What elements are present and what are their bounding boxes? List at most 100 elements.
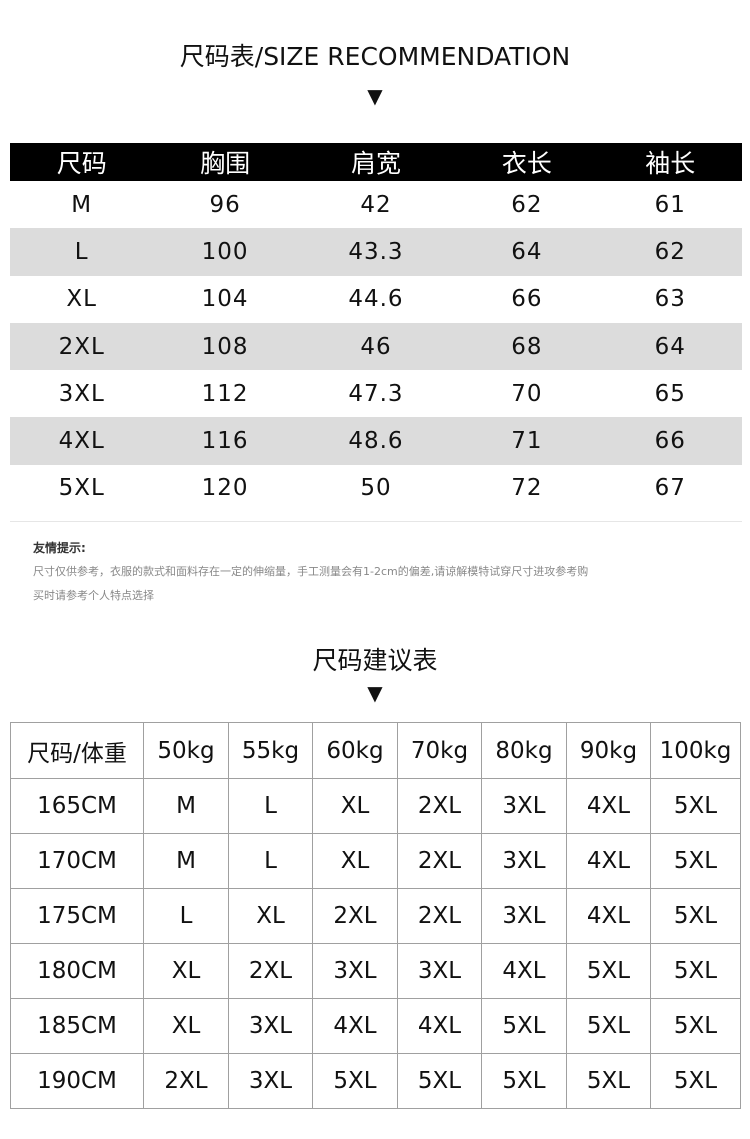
column-header: 60kg [312,722,398,779]
table-cell: XL [228,888,313,944]
table-row: 3XL 112 47.3 70 65 [10,370,742,417]
size-chart-title: 尺码表/SIZE RECOMMENDATION [179,42,571,71]
table-cell: L [143,888,229,944]
table-row: M 96 42 62 61 [10,181,742,228]
table-row: 180CM XL 2XL 3XL 3XL 4XL 5XL 5XL [10,943,741,999]
table-row: 175CM L XL 2XL 2XL 3XL 4XL 5XL [10,888,741,944]
table-row: 2XL 108 46 68 64 [10,322,742,371]
table-cell: XL [312,833,398,889]
table-cell: 3XL [312,943,398,999]
table-cell: 5XL [397,1053,482,1109]
column-header: 尺码/体重 [10,722,144,779]
table-cell: 116 [153,417,297,465]
table-cell: 190CM [10,1053,144,1109]
down-arrow-icon: ▼ [367,681,383,705]
table-cell: 5XL [650,943,741,999]
table-cell: 4XL [566,778,651,834]
column-header: 90kg [566,722,651,779]
table-cell: 108 [153,322,297,371]
table-cell: 120 [201,475,249,502]
table-cell: 3XL [481,888,567,944]
table-cell: 42 [360,191,392,218]
table-cell: 62 [511,191,543,218]
recommendation-title: 尺码建议表 [312,646,438,675]
table-cell: 3XL [481,833,567,889]
table-cell: 70 [511,380,543,407]
table-cell: 175CM [10,888,144,944]
table-cell: 44.6 [348,286,404,313]
notice-heading: 友情提示: [33,541,86,555]
table-row: XL 104 44.6 66 63 [10,276,742,323]
table-row: 165CM M L XL 2XL 3XL 4XL 5XL [10,778,741,834]
table-cell: XL [312,778,398,834]
table-cell: 4XL [566,833,651,889]
size-recommendation-table: 尺码/体重 50kg 55kg 60kg 70kg 80kg 90kg 100kg 165CM M… [10,722,741,1109]
table-cell: 5XL [58,475,105,502]
table-cell: 2XL [397,833,482,889]
table-cell: 66 [511,286,543,313]
column-header: 80kg [481,722,567,779]
column-header: 70kg [397,722,482,779]
column-header: 尺码 [10,143,154,181]
table-cell: 170CM [10,833,144,889]
table-cell: 46 [296,322,456,371]
table-cell: 5XL [650,1053,741,1109]
size-chart-table: 尺码 胸围 肩宽 衣长 袖长 M 96 42 62 61 L 100 43.3 64 62 XL 104 44.6… [10,143,742,512]
table-cell: 63 [654,286,686,313]
table-cell: 2XL [397,778,482,834]
table-cell: 5XL [312,1053,398,1109]
table-cell: 4XL [312,998,398,1054]
table-cell: 5XL [481,998,567,1054]
table-row: 4XL 116 48.6 71 66 [10,417,742,465]
table-cell: L [228,778,313,834]
table-cell: 180CM [10,943,144,999]
table-cell: 3XL [228,998,313,1054]
table-cell: 2XL [312,888,398,944]
column-header: 肩宽 [296,143,456,181]
table-cell: 62 [598,228,742,276]
table-cell: XL [66,286,97,313]
table-cell: 4XL [481,943,567,999]
table-cell: 5XL [566,1053,651,1109]
table-cell: 2XL [397,888,482,944]
table-cell: 5XL [650,833,741,889]
table-cell: 5XL [650,998,741,1054]
table-cell: 3XL [58,380,105,407]
notice-line-2: 买时请参考个人特点选择 [33,589,154,602]
notice-line-1: 尺寸仅供参考，衣服的款式和面料存在一定的伸缩量，手工测量会有1-2cm的偏差,请… [33,565,589,578]
table-cell: 68 [455,322,599,371]
column-header: 50kg [143,722,229,779]
table-cell: 165CM [10,778,144,834]
table-cell: 3XL [397,943,482,999]
table-cell: 72 [511,475,543,502]
table-cell: 2XL [228,943,313,999]
table-cell: 112 [201,380,249,407]
table-cell: XL [143,943,229,999]
table-row: L 100 43.3 64 62 [10,228,742,276]
column-header: 55kg [228,722,313,779]
column-header: 衣长 [455,143,599,181]
table-cell: 185CM [10,998,144,1054]
table-cell: XL [143,998,229,1054]
table-cell: 2XL [10,322,154,371]
table-cell: 5XL [650,778,741,834]
table-cell: 43.3 [296,228,456,276]
table-cell: 48.6 [296,417,456,465]
table-cell: 61 [654,191,686,218]
table-cell: 4XL [397,998,482,1054]
table-cell: L [10,228,154,276]
table-cell: 66 [598,417,742,465]
table-cell: M [71,191,93,218]
table-cell: 3XL [481,778,567,834]
table-row: 190CM 2XL 3XL 5XL 5XL 5XL 5XL 5XL [10,1053,741,1109]
table-cell: L [228,833,313,889]
table-cell: 67 [654,475,686,502]
table-cell: M [143,778,229,834]
table-cell: 64 [455,228,599,276]
table-cell: 100 [153,228,297,276]
divider [10,521,742,522]
column-header: 100kg [650,722,741,779]
table-row: 170CM M L XL 2XL 3XL 4XL 5XL [10,833,741,889]
table-cell: M [143,833,229,889]
table-cell: 71 [455,417,599,465]
